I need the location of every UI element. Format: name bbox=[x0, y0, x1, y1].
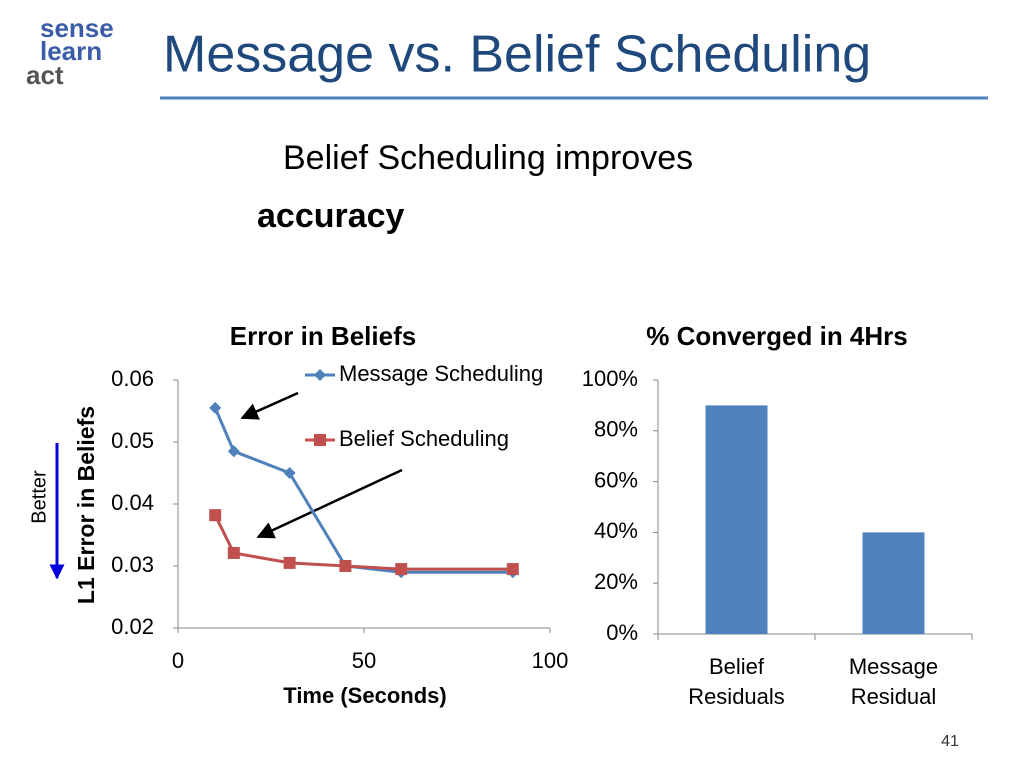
annotation-arrow bbox=[256, 468, 403, 539]
y-tick-label: 0.03 bbox=[111, 552, 154, 577]
point-marker bbox=[283, 556, 296, 569]
x-tick-label: Belief Residuals bbox=[688, 654, 785, 709]
side-label: Better bbox=[28, 470, 50, 524]
point-marker bbox=[283, 467, 296, 479]
bar bbox=[862, 532, 925, 634]
chart-title: Error in Beliefs bbox=[230, 321, 416, 351]
y-tick-label: 80% bbox=[594, 417, 638, 442]
y-tick-label: 60% bbox=[594, 467, 638, 492]
y-tick-label: 100% bbox=[582, 366, 638, 391]
x-tick-label: 50 bbox=[352, 648, 376, 673]
logo-word: sense bbox=[40, 13, 114, 43]
point-marker bbox=[227, 546, 240, 559]
point-marker bbox=[506, 563, 519, 576]
logo-word: learn bbox=[40, 36, 102, 66]
x-tick-label: 100 bbox=[532, 648, 569, 673]
y-tick-label: 20% bbox=[594, 569, 638, 594]
y-axis-title: L1 Error in Beliefs bbox=[73, 406, 99, 604]
x-axis-title: Time (Seconds) bbox=[283, 683, 446, 708]
series-line bbox=[213, 407, 513, 574]
bar bbox=[705, 405, 768, 634]
point-marker bbox=[395, 563, 408, 576]
y-tick-label: 0.05 bbox=[111, 428, 154, 453]
slide-title: Message vs. Belief Scheduling bbox=[163, 26, 871, 84]
x-tick-label: Message Residual bbox=[848, 654, 939, 709]
y-tick-label: 40% bbox=[594, 518, 638, 543]
legend-label: Belief Scheduling bbox=[339, 426, 509, 451]
point-marker bbox=[314, 434, 326, 446]
point-marker bbox=[227, 445, 240, 458]
y-tick-label: 0.04 bbox=[111, 490, 154, 515]
point-marker bbox=[339, 560, 352, 572]
logo-word: act bbox=[26, 60, 64, 90]
x-tick-label: 0 bbox=[172, 648, 184, 673]
point-marker bbox=[314, 369, 326, 381]
series-line bbox=[213, 514, 513, 571]
chart-title: % Converged in 4Hrs bbox=[646, 321, 908, 351]
y-tick-label: 0.06 bbox=[111, 366, 154, 391]
point-marker bbox=[209, 509, 222, 522]
y-tick-label: 0.02 bbox=[111, 614, 154, 639]
page-number: 41 bbox=[941, 733, 959, 750]
y-tick-label: 0% bbox=[606, 620, 638, 645]
legend-label: Message Scheduling bbox=[339, 361, 543, 386]
point-marker bbox=[209, 401, 222, 414]
subtitle: Belief Scheduling improves bbox=[283, 139, 693, 177]
annotation-arrow bbox=[240, 391, 299, 420]
subtitle-emphasis: accuracy bbox=[257, 197, 405, 235]
